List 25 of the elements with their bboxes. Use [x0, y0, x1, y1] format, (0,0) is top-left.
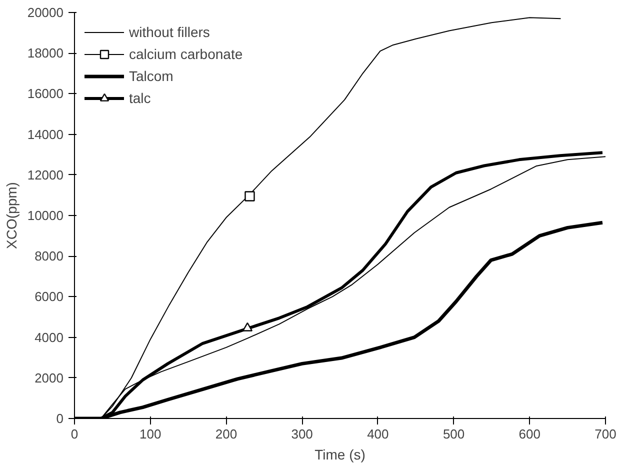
y-tick-label: 18000: [27, 46, 64, 61]
legend-label: without fillers: [129, 24, 210, 40]
x-tick-label: 100: [140, 426, 162, 442]
legend-label: calcium carbonate: [129, 46, 243, 62]
y-tick-label: 10000: [27, 208, 64, 223]
y-tick-label: 14000: [27, 126, 64, 142]
y-tick-label: 16000: [27, 86, 64, 102]
y-tick-label: 4000: [34, 330, 64, 345]
y-tick-label: 2000: [34, 370, 64, 386]
x-tick-label: 0: [70, 426, 78, 442]
y-axis-title: XCO(ppm): [3, 182, 20, 249]
y-tick-label: 6000: [34, 289, 64, 304]
x-tick-label: 500: [442, 426, 465, 442]
x-tick-label: 600: [518, 426, 540, 442]
y-tick-label: 20000: [27, 5, 64, 20]
x-tick-label: 400: [367, 426, 389, 442]
x-tick-label: 700: [594, 426, 616, 442]
y-tick-label: 0: [56, 411, 64, 426]
y-tick-label: 8000: [34, 248, 64, 264]
x-tick-label: 300: [291, 426, 313, 442]
x-tick-label: 200: [215, 426, 238, 442]
y-tick-label: 12000: [27, 167, 64, 182]
x-axis-title: Time (s): [314, 446, 366, 462]
legend-label: Talcom: [129, 68, 174, 84]
legend-label: talc: [129, 90, 151, 106]
